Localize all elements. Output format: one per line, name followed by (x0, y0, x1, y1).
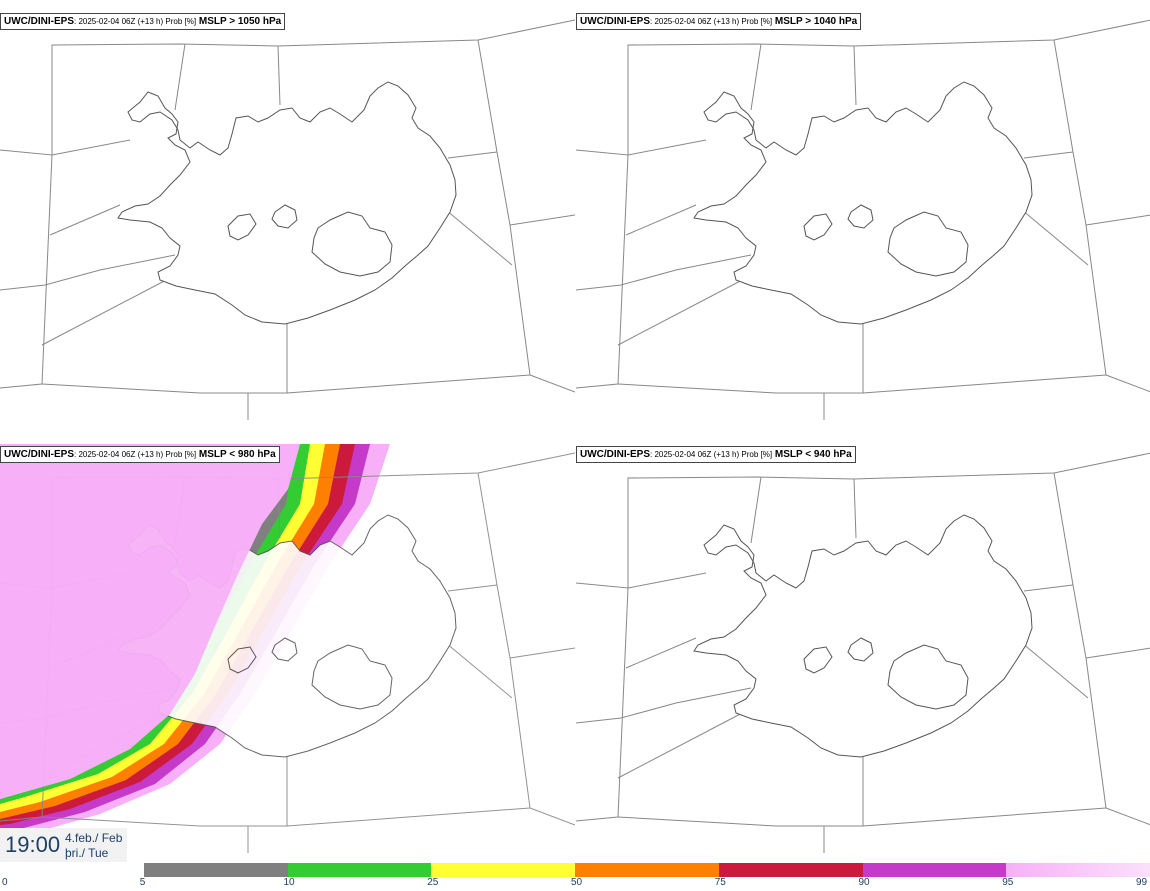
colorbar-tick-label: 50 (571, 877, 583, 888)
threshold-label: MSLP < 980 hPa (198, 449, 276, 460)
colorbar-segment (143, 863, 288, 877)
map-panel-top-left: UWC/DINI-EPS: 2025-02-04 06Z (+13 h) Pro… (0, 0, 575, 420)
run-info: : 2025-02-04 06Z (+13 h) Prob [%] (74, 17, 197, 26)
run-info: : 2025-02-04 06Z (+13 h) Prob [%] (650, 17, 773, 26)
panel-label: UWC/DINI-EPS: 2025-02-04 06Z (+13 h) Pro… (0, 13, 286, 30)
run-info: : 2025-02-04 06Z (+13 h) Prob [%] (74, 450, 197, 459)
panel-label: UWC/DINI-EPS: 2025-02-04 06Z (+13 h) Pro… (576, 446, 856, 463)
valid-time-box: 19:00 4.feb./ Feb þri./ Tue (0, 828, 127, 862)
colorbar-tick-label: 90 (858, 877, 870, 888)
model-name: UWC/DINI-EPS (4, 449, 74, 460)
map-panel-top-right: UWC/DINI-EPS: 2025-02-04 06Z (+13 h) Pro… (576, 0, 1150, 420)
colorbar-segment (575, 863, 719, 877)
colorbar-tick-label: 5 (139, 877, 146, 888)
colorbar-tick-label: 75 (714, 877, 726, 888)
map-panel-bottom-right: UWC/DINI-EPS: 2025-02-04 06Z (+13 h) Pro… (576, 433, 1150, 853)
colorbar-segment (718, 863, 863, 877)
iceland-map (576, 19, 1150, 420)
colorbar-segment (1006, 863, 1150, 877)
run-info: : 2025-02-04 06Z (+13 h) Prob [%] (650, 450, 773, 459)
threshold-label: MSLP < 940 hPa (774, 449, 852, 460)
model-name: UWC/DINI-EPS (580, 449, 650, 460)
colorbar-tick-label: 25 (427, 877, 439, 888)
valid-date: 4.feb./ Feb (65, 831, 123, 845)
map-panel-bottom-left: UWC/DINI-EPS: 2025-02-04 06Z (+13 h) Pro… (0, 433, 575, 853)
iceland-map (576, 452, 1150, 853)
iceland-map-probability (0, 444, 575, 853)
colorbar-segment (862, 863, 1007, 877)
iceland-map (0, 19, 575, 420)
colorbar-segment (431, 863, 575, 877)
threshold-label: MSLP > 1050 hPa (198, 16, 282, 27)
colorbar-tick-label: 99 (1136, 877, 1148, 888)
colorbar-tick-label: 10 (283, 877, 295, 888)
model-name: UWC/DINI-EPS (580, 16, 650, 27)
panel-label: UWC/DINI-EPS: 2025-02-04 06Z (+13 h) Pro… (0, 446, 280, 463)
valid-day: þri./ Tue (65, 846, 109, 860)
panel-label: UWC/DINI-EPS: 2025-02-04 06Z (+13 h) Pro… (576, 13, 862, 30)
colorbar-tick-label: 0 (2, 877, 8, 888)
threshold-label: MSLP > 1040 hPa (774, 16, 858, 27)
colorbar-segment (287, 863, 432, 877)
valid-time: 19:00 (5, 832, 61, 857)
model-name: UWC/DINI-EPS (4, 16, 74, 27)
colorbar-segment (0, 863, 144, 877)
colorbar-tick-label: 95 (1002, 877, 1014, 888)
